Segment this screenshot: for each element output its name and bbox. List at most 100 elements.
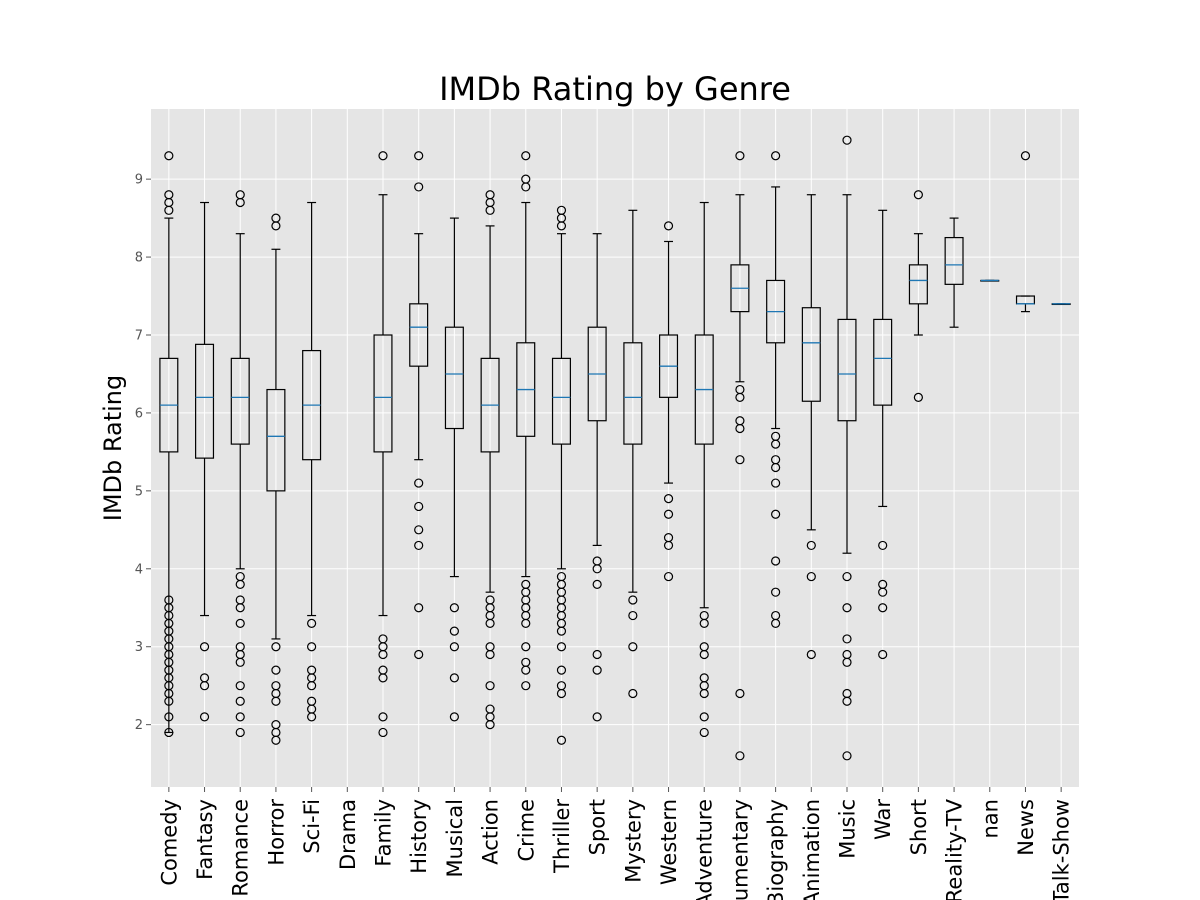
- outlier-point: [414, 501, 424, 512]
- box-sport: [587, 233, 607, 722]
- iqr-box: [944, 236, 964, 285]
- iqr-box: [444, 326, 464, 430]
- outlier-point: [699, 610, 709, 621]
- iqr-box: [873, 318, 893, 406]
- outlier-point: [164, 712, 174, 722]
- outlier-point: [485, 190, 495, 200]
- outlier-point: [913, 392, 923, 402]
- outlier-point: [378, 665, 388, 675]
- outlier-point: [378, 634, 388, 644]
- outlier-point: [235, 595, 245, 605]
- outlier-point: [878, 579, 888, 589]
- outlier-point: [771, 455, 781, 465]
- outlier-point: [307, 696, 317, 706]
- box-romance: [230, 190, 250, 738]
- outlier-point: [592, 665, 602, 675]
- outlier-point: [806, 540, 816, 551]
- box-adventure: [694, 201, 714, 738]
- box-documentary: [730, 151, 750, 761]
- outlier-point: [628, 642, 638, 652]
- x-tick-label: Short: [907, 799, 931, 855]
- outlier-point: [878, 649, 888, 660]
- box-animation: [801, 194, 821, 660]
- outlier-point: [271, 213, 281, 223]
- outlier-point: [235, 727, 245, 738]
- outlier-point: [771, 509, 781, 519]
- outlier-point: [842, 571, 852, 582]
- outlier-point: [307, 665, 317, 675]
- outlier-point: [842, 603, 852, 613]
- outlier-point: [235, 571, 245, 582]
- outlier-point: [164, 190, 174, 200]
- outlier-point: [449, 626, 459, 636]
- x-tick-label: Western: [657, 799, 681, 885]
- outlier-point: [699, 642, 709, 652]
- outlier-point: [414, 478, 424, 488]
- outlier-point: [164, 595, 174, 605]
- box-musical: [444, 217, 464, 722]
- outlier-point: [771, 610, 781, 621]
- outlier-point: [235, 642, 245, 652]
- box-comedy: [159, 151, 179, 738]
- box-family: [373, 151, 393, 738]
- outlier-point: [735, 751, 745, 761]
- y-tick-label: 7: [135, 329, 143, 344]
- outlier-point: [663, 509, 674, 519]
- outlier-point: [913, 190, 923, 200]
- x-tick-label: Reality-TV: [943, 798, 967, 900]
- outlier-point: [556, 665, 567, 675]
- outlier-point: [414, 182, 424, 192]
- iqr-box: [195, 343, 215, 459]
- box-horror: [266, 213, 286, 745]
- outlier-point: [164, 151, 174, 161]
- box-series: [159, 135, 1071, 761]
- box-nan: [980, 279, 1000, 282]
- outlier-point: [235, 712, 245, 722]
- outlier-point: [699, 673, 709, 683]
- outlier-point: [485, 681, 495, 691]
- box-western: [659, 221, 679, 582]
- box-news: [1015, 151, 1035, 313]
- x-tick-label: Thriller: [550, 799, 574, 874]
- iqr-box: [908, 264, 928, 305]
- box-crime: [516, 151, 536, 691]
- outlier-point: [521, 681, 531, 691]
- x-tick-label: Horror: [264, 799, 288, 866]
- outlier-point: [663, 494, 674, 504]
- outlier-point: [628, 610, 638, 621]
- outlier-point: [842, 688, 852, 699]
- outlier-point: [592, 579, 602, 589]
- x-tick-label: Family: [372, 799, 396, 867]
- outlier-point: [592, 712, 602, 722]
- x-tick-label: Animation: [800, 799, 824, 900]
- outlier-point: [556, 735, 567, 745]
- x-tick-label: Fantasy: [193, 799, 217, 880]
- outlier-point: [771, 151, 781, 161]
- outlier-point: [199, 712, 210, 722]
- outlier-point: [663, 571, 674, 582]
- outlier-point: [735, 455, 745, 465]
- outlier-point: [449, 642, 459, 652]
- outlier-point: [1020, 151, 1031, 161]
- outlier-point: [414, 603, 424, 613]
- outlier-point: [449, 673, 459, 683]
- y-tick-label: 6: [135, 406, 143, 421]
- x-tick-label: Adventure: [693, 799, 717, 900]
- outlier-point: [521, 579, 531, 589]
- outlier-point: [735, 688, 745, 699]
- x-tick-label: Action: [479, 799, 503, 865]
- y-tick-label: 9: [135, 173, 143, 188]
- outlier-point: [521, 174, 531, 184]
- outlier-point: [878, 603, 888, 613]
- x-tick-label: Talk-Show: [1050, 799, 1074, 900]
- y-tick-label: 8: [135, 251, 143, 266]
- outlier-point: [199, 642, 210, 652]
- outlier-point: [628, 595, 638, 605]
- outlier-point: [806, 571, 816, 582]
- outlier-point: [449, 712, 459, 722]
- outlier-point: [271, 720, 281, 730]
- outlier-point: [449, 603, 459, 613]
- x-tick-label: Comedy: [157, 799, 181, 886]
- box-action: [480, 190, 500, 730]
- iqr-box: [623, 342, 643, 445]
